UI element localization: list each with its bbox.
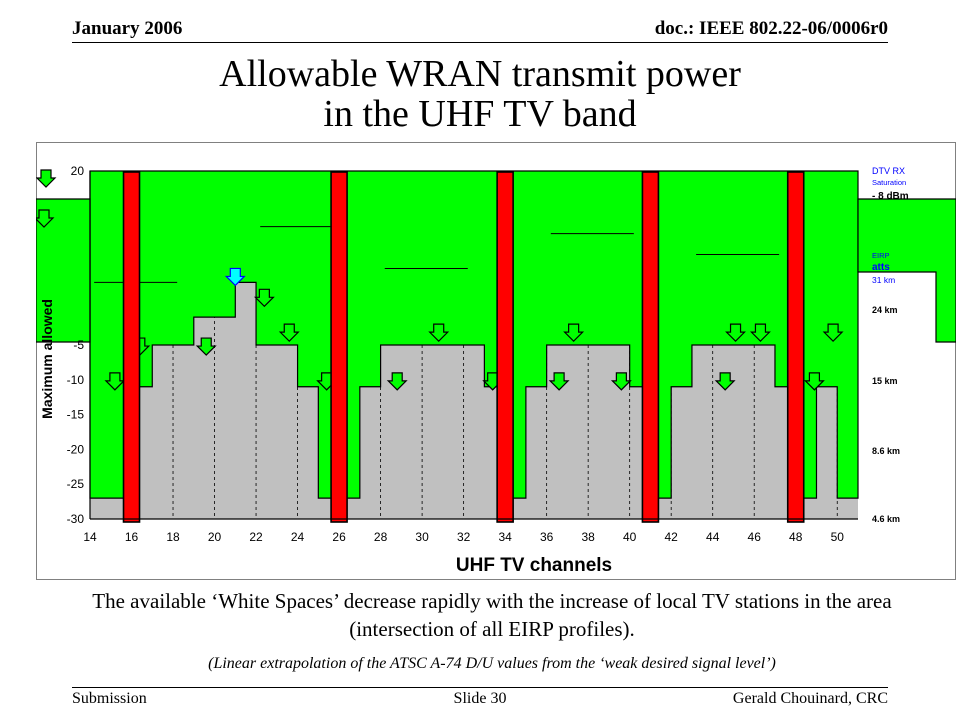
arrow-marker — [822, 323, 844, 342]
slide-title-line2: in the UHF TV band — [323, 93, 637, 135]
x-tick-label: 26 — [332, 530, 346, 544]
y-tick-label: -15 — [67, 408, 85, 422]
chart: 14 16 18 20 22 24 26 28 30 32 34 36 38 40 42 44 46 48 50 20… — [36, 142, 956, 580]
annotation-watts: atts — [872, 262, 890, 273]
chart-eirp-profiles — [36, 170, 956, 499]
x-tick-label: 14 — [83, 530, 97, 544]
footer-author: Gerald Chouinard, CRC — [732, 690, 888, 707]
x-tick-label: 50 — [831, 530, 845, 544]
y-tick-label: -5 — [73, 338, 84, 352]
y-tick-label: 20 — [71, 164, 85, 178]
header-doc-number: doc.: IEEE 802.22-06/0006r0 — [654, 18, 888, 39]
y-tick-label: -30 — [67, 512, 85, 526]
annotation-distance-15: 15 km — [872, 376, 898, 386]
chart-taboo-bars — [122, 171, 805, 523]
x-tick-label: 36 — [540, 530, 554, 544]
arrow-marker — [195, 337, 217, 356]
x-tick-label: 24 — [291, 530, 305, 544]
y-tick-label: -20 — [67, 442, 85, 456]
x-tick-label: 34 — [498, 530, 512, 544]
chart-labels: 14 16 18 20 22 24 26 28 30 32 34 36 38 40 42 44 46 48 50 20… — [39, 164, 909, 576]
footer-submission: Submission — [72, 690, 147, 707]
x-tick-label: 30 — [415, 530, 429, 544]
annotation-distance-8-6: 8.6 km — [872, 446, 900, 456]
y-tick-label: -10 — [67, 373, 85, 387]
arrow-marker — [253, 288, 275, 308]
x-tick-label: 22 — [249, 530, 263, 544]
chart-arrow-markers — [36, 169, 844, 391]
arrow-marker — [104, 372, 126, 391]
y-tick-label: -25 — [67, 477, 85, 491]
annotation-saturation: Saturation — [872, 178, 906, 187]
annotation-distance-24: 24 km — [872, 305, 898, 315]
blue-arrow-marker — [224, 267, 246, 287]
annotation-dtv-rx: DTV RX — [872, 166, 905, 176]
x-tick-label: 28 — [374, 530, 388, 544]
arrow-marker — [714, 372, 736, 391]
slide-caption: The available ‘White Spaces’ decrease ra… — [92, 589, 892, 641]
arrow-marker — [278, 323, 300, 342]
arrow-marker — [548, 372, 570, 391]
taboo-channel-bar — [641, 171, 660, 523]
arrow-marker — [386, 372, 408, 391]
taboo-channel-bar — [496, 171, 514, 523]
eirp-profile-right — [857, 198, 956, 343]
x-tick-label: 44 — [706, 530, 720, 544]
annotation-distance-4-6: 4.6 km — [872, 514, 900, 524]
x-tick-label: 16 — [125, 530, 139, 544]
x-tick-label: 38 — [581, 530, 595, 544]
chart-svg: 14 16 18 20 22 24 26 28 30 32 34 36 38 40 42 44 46 48 50 20… — [36, 142, 956, 580]
arrow-marker — [610, 372, 632, 391]
x-tick-label: 32 — [457, 530, 471, 544]
arrow-marker — [36, 209, 55, 228]
x-tick-label: 42 — [665, 530, 679, 544]
annotation-distance-31: 31 km — [872, 275, 895, 285]
x-axis-title: UHF TV channels — [456, 555, 612, 576]
footer-rule — [72, 687, 888, 688]
arrow-marker — [749, 323, 771, 342]
arrow-marker — [36, 169, 57, 188]
chart-axes — [89, 171, 858, 520]
taboo-channel-bar — [122, 171, 141, 523]
slide-footnote: (Linear extrapolation of the ATSC A-74 D… — [208, 655, 776, 672]
annotation-level: - 8 dBm — [872, 191, 909, 202]
x-tick-label: 18 — [166, 530, 180, 544]
taboo-channel-bar — [786, 171, 805, 523]
x-tick-label: 20 — [208, 530, 222, 544]
header-date: January 2006 — [72, 18, 183, 39]
slide-title-line1: Allowable WRAN transmit power — [219, 53, 741, 95]
arrow-marker — [563, 323, 585, 342]
x-tick-label: 48 — [789, 530, 803, 544]
arrow-marker — [725, 323, 746, 342]
header-rule — [72, 42, 888, 43]
arrow-marker — [803, 372, 825, 391]
y-axis-title: Maximum allowed — [39, 299, 55, 419]
arrow-marker — [428, 323, 450, 342]
annotation-eirp: EIRP — [872, 251, 890, 260]
taboo-channel-bar — [330, 171, 348, 523]
x-tick-label: 46 — [748, 530, 762, 544]
x-tick-label: 40 — [623, 530, 637, 544]
footer-slide-number: Slide 30 — [453, 690, 507, 707]
